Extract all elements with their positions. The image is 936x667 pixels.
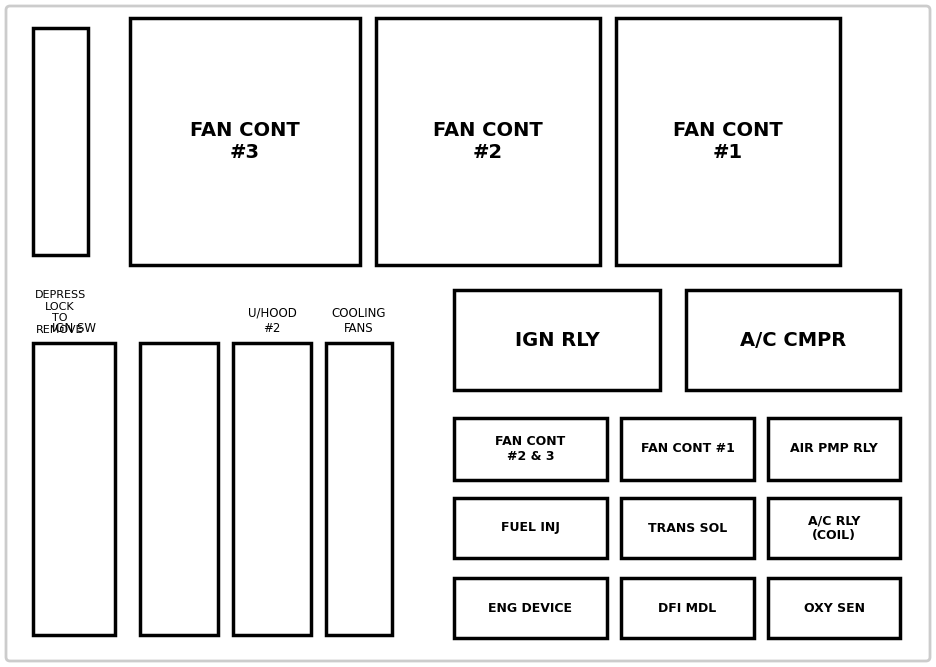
Text: COOLING
FANS: COOLING FANS bbox=[331, 307, 387, 335]
Bar bbox=[33, 28, 88, 255]
Text: DEPRESS
LOCK
TO
REMOVE: DEPRESS LOCK TO REMOVE bbox=[35, 290, 85, 335]
Text: FUEL INJ: FUEL INJ bbox=[501, 522, 560, 534]
Bar bbox=[621, 498, 754, 558]
FancyBboxPatch shape bbox=[6, 6, 930, 661]
Bar bbox=[233, 343, 311, 635]
Bar bbox=[326, 343, 392, 635]
Text: IGN RLY: IGN RLY bbox=[515, 331, 599, 350]
Bar bbox=[616, 18, 840, 265]
Text: U/HOOD
#2: U/HOOD #2 bbox=[247, 307, 297, 335]
Text: IGN SW: IGN SW bbox=[52, 322, 96, 335]
Bar bbox=[686, 290, 900, 390]
Text: FAN CONT
#1: FAN CONT #1 bbox=[673, 121, 782, 162]
Text: OXY SEN: OXY SEN bbox=[803, 602, 865, 614]
Text: A/C CMPR: A/C CMPR bbox=[739, 331, 846, 350]
Text: FAN CONT
#3: FAN CONT #3 bbox=[190, 121, 300, 162]
Text: FAN CONT #1: FAN CONT #1 bbox=[640, 442, 735, 456]
Text: A/C RLY
(COIL): A/C RLY (COIL) bbox=[808, 514, 860, 542]
Bar bbox=[454, 498, 607, 558]
Bar bbox=[454, 290, 660, 390]
Bar bbox=[130, 18, 360, 265]
Bar bbox=[454, 418, 607, 480]
Bar bbox=[768, 418, 900, 480]
Bar bbox=[768, 498, 900, 558]
Bar bbox=[621, 418, 754, 480]
Bar bbox=[768, 578, 900, 638]
Text: ENG DEVICE: ENG DEVICE bbox=[489, 602, 573, 614]
Text: DFI MDL: DFI MDL bbox=[658, 602, 717, 614]
Text: FAN CONT
#2 & 3: FAN CONT #2 & 3 bbox=[495, 435, 565, 463]
Bar bbox=[621, 578, 754, 638]
Bar bbox=[33, 343, 115, 635]
Bar bbox=[454, 578, 607, 638]
Text: FAN CONT
#2: FAN CONT #2 bbox=[433, 121, 543, 162]
Bar bbox=[376, 18, 600, 265]
Text: AIR PMP RLY: AIR PMP RLY bbox=[790, 442, 878, 456]
Bar bbox=[140, 343, 218, 635]
Text: TRANS SOL: TRANS SOL bbox=[648, 522, 727, 534]
